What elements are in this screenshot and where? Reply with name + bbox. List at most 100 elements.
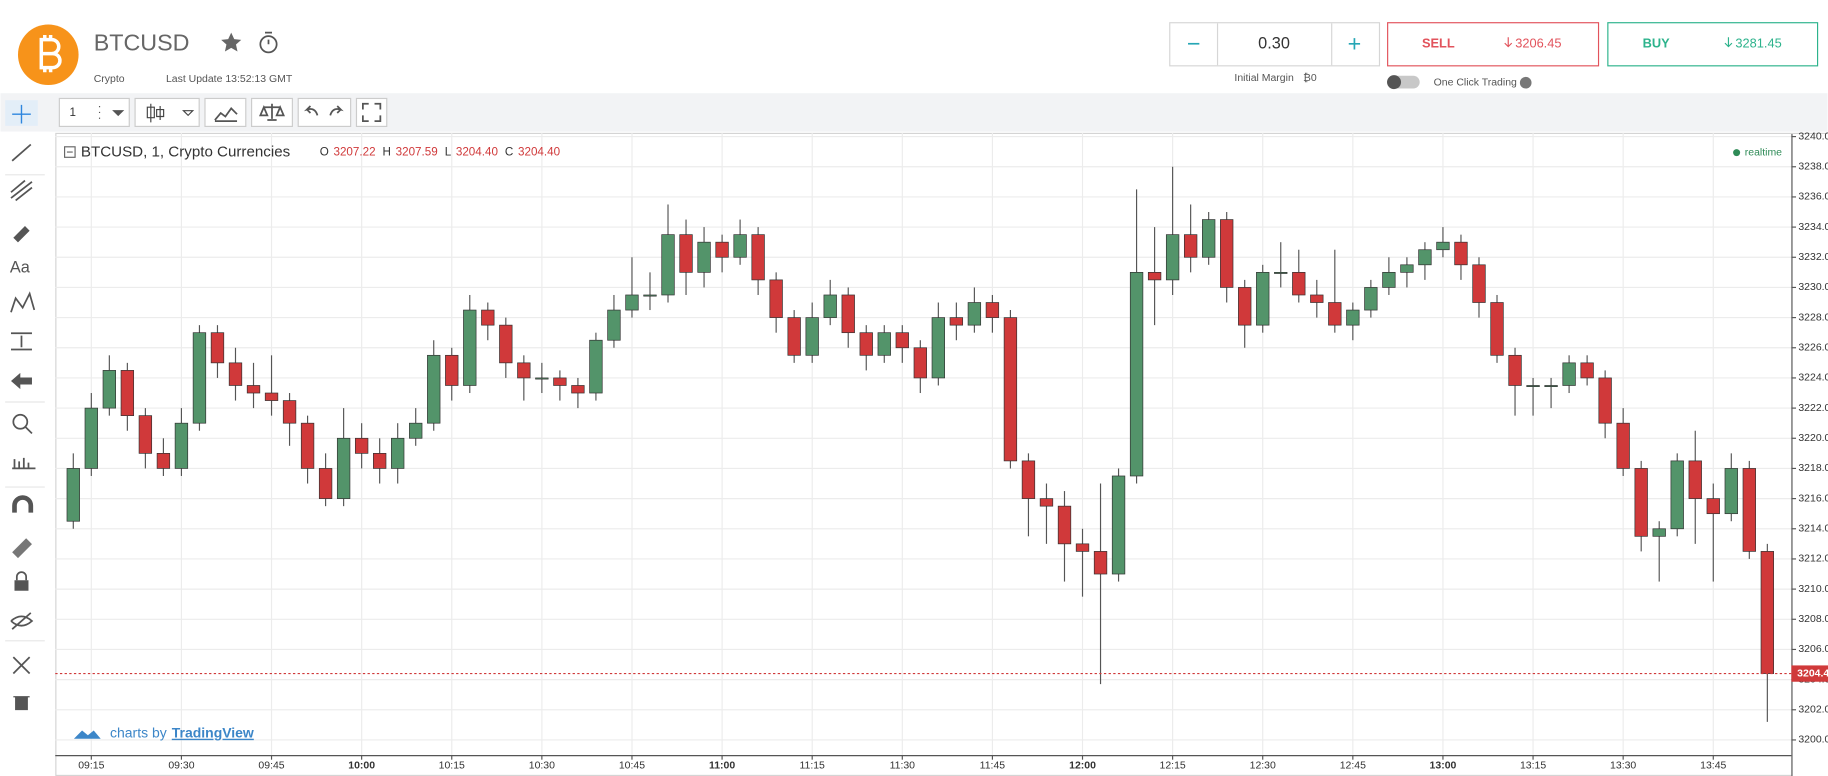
x-tick-label: 12:00 xyxy=(1069,760,1096,771)
candle-body xyxy=(463,309,477,386)
candle-body xyxy=(282,400,297,424)
candles xyxy=(66,166,1774,722)
candle-body xyxy=(1706,498,1720,515)
candle-body xyxy=(391,437,405,469)
x-tick-label: 09:15 xyxy=(78,760,104,771)
candle-body xyxy=(102,370,116,409)
candle-body xyxy=(1274,272,1288,274)
candle-body xyxy=(769,279,783,318)
measure-tool[interactable] xyxy=(10,332,32,351)
candle-body xyxy=(192,332,207,424)
x-tick-label: 12:30 xyxy=(1250,760,1276,771)
candle-body xyxy=(1526,385,1540,387)
ohlc-value: 3204.40 xyxy=(456,146,499,159)
magnet-tool[interactable] xyxy=(12,495,34,513)
candle-body xyxy=(1418,249,1432,266)
ruler-tool[interactable] xyxy=(12,457,36,470)
candle-body xyxy=(1183,234,1198,258)
candle-body xyxy=(643,294,657,297)
candle-body xyxy=(571,385,585,394)
undo-redo[interactable] xyxy=(297,97,352,128)
candle-body xyxy=(84,407,98,469)
ohlc-value: 3207.59 xyxy=(396,146,438,159)
y-tick-label: 3220.00 xyxy=(1798,433,1828,444)
compare-icon xyxy=(259,103,285,121)
interval: 1 xyxy=(70,106,76,119)
y-tick-label: 3240.00 xyxy=(1798,131,1828,142)
timer-icon[interactable] xyxy=(259,35,278,54)
undo-redo-icon xyxy=(303,105,344,116)
candle-body xyxy=(1093,551,1108,575)
candle-body xyxy=(1220,219,1234,288)
ohlc-key: C xyxy=(505,146,513,159)
branding-link[interactable]: TradingView xyxy=(172,725,254,741)
x-tick-label: 11:45 xyxy=(980,760,1006,771)
candle-body xyxy=(445,354,459,386)
minus-button[interactable]: − xyxy=(1187,31,1201,57)
candle-body xyxy=(1760,551,1774,674)
candle-body xyxy=(1039,498,1054,507)
sell-price: 3206.45 xyxy=(1515,36,1561,51)
candle-body xyxy=(1256,272,1270,326)
indicators-button[interactable] xyxy=(204,97,247,128)
candle-body xyxy=(120,370,135,416)
candle-body xyxy=(895,332,909,349)
candle-body xyxy=(607,309,621,341)
candle-body xyxy=(841,294,855,334)
indicator-icon xyxy=(214,107,238,123)
candle-body xyxy=(949,317,964,326)
candle-body xyxy=(1382,272,1396,288)
quantity[interactable]: 0.30 xyxy=(1258,35,1290,53)
chart-style-button[interactable] xyxy=(134,97,200,128)
star-icon[interactable] xyxy=(221,32,242,52)
candle-body xyxy=(535,377,549,380)
candle-body xyxy=(300,422,315,469)
fullscreen-button[interactable] xyxy=(355,97,388,128)
x-tick-label: 12:45 xyxy=(1340,760,1366,771)
x-tick-label: 13:15 xyxy=(1520,760,1546,771)
zoom-tool[interactable] xyxy=(12,413,29,430)
candle-body xyxy=(1436,241,1450,251)
crosshair-icon xyxy=(12,104,31,124)
candle-body xyxy=(373,453,387,469)
candle-body xyxy=(210,332,225,364)
candle-body xyxy=(1562,362,1576,386)
candle-body xyxy=(1328,302,1342,326)
trash-tool[interactable] xyxy=(13,696,30,711)
info-icon[interactable] xyxy=(1519,76,1532,89)
settings-tool[interactable] xyxy=(12,656,31,675)
one-click-label: One Click Trading xyxy=(1434,77,1517,88)
y-tick-label: 3216.00 xyxy=(1798,493,1828,504)
candle-body xyxy=(877,332,891,356)
sell-label: SELL xyxy=(1422,36,1455,51)
pencil-lock[interactable] xyxy=(12,538,32,559)
toggle-knob xyxy=(1387,75,1402,90)
candle-body xyxy=(859,332,873,356)
initial-margin: Initial Margin xyxy=(1234,73,1294,84)
hide-tool[interactable] xyxy=(10,612,34,630)
line-tool[interactable] xyxy=(11,143,32,162)
lock-tool[interactable] xyxy=(14,580,29,591)
pattern-tool[interactable] xyxy=(10,291,36,313)
back-tool[interactable] xyxy=(10,372,32,390)
x-tick-label: 10:45 xyxy=(619,760,645,771)
candle-body xyxy=(1670,460,1684,530)
brush-tool[interactable] xyxy=(13,226,30,243)
margin-value: ₿0 xyxy=(1303,72,1317,84)
candle-body xyxy=(715,241,729,258)
candle-body xyxy=(174,422,189,469)
candle-body xyxy=(1165,234,1180,281)
chart-frame xyxy=(55,132,1828,776)
sell-button[interactable] xyxy=(1387,22,1600,67)
realtime-dot xyxy=(1733,149,1741,157)
buy-button[interactable] xyxy=(1607,22,1819,67)
plus-button[interactable]: + xyxy=(1348,31,1362,57)
lock-shackle xyxy=(15,571,28,581)
fib-tool[interactable] xyxy=(10,179,33,202)
y-tick-label: 3224.00 xyxy=(1798,373,1828,384)
x-tick-label: 11:30 xyxy=(890,760,916,771)
candle-body xyxy=(751,234,765,281)
text-tool[interactable]: Aa xyxy=(10,258,31,276)
candle-body xyxy=(931,317,945,379)
